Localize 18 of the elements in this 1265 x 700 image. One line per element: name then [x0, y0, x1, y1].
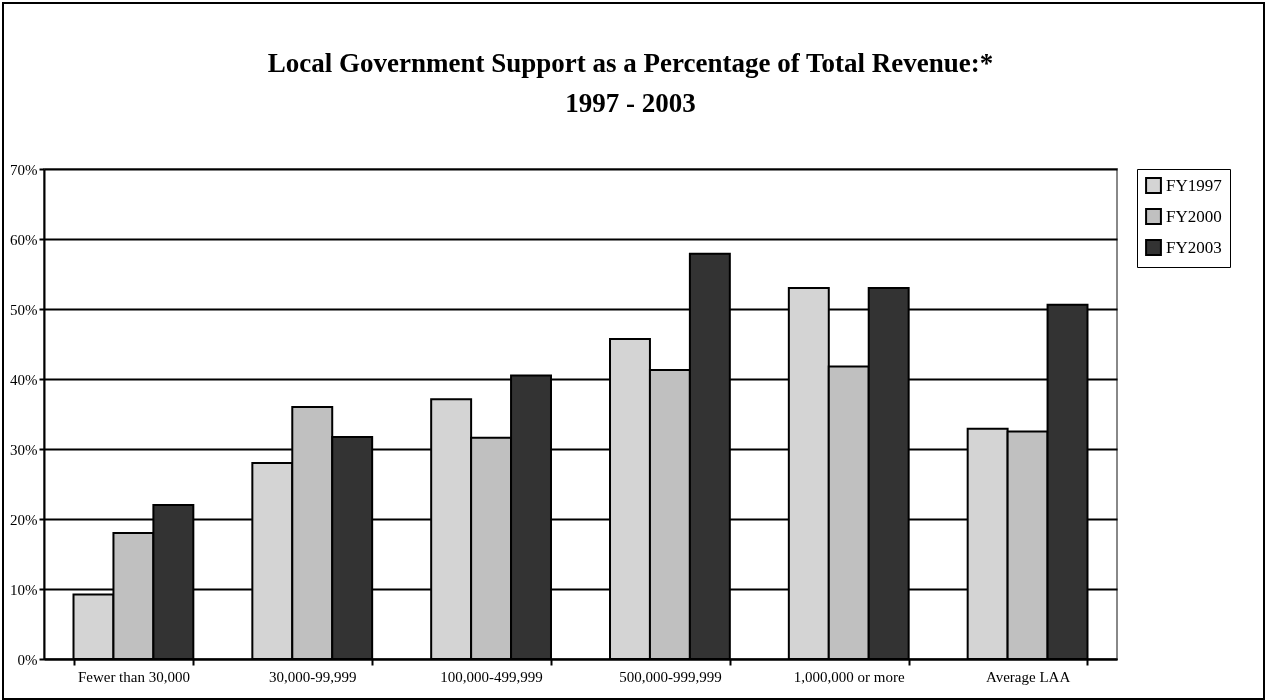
legend-label: FY2000: [1166, 206, 1222, 226]
y-tick-label: 0%: [17, 651, 38, 668]
y-tick-label: 60%: [10, 231, 38, 248]
legend-label: FY1997: [1166, 175, 1223, 195]
y-tick-label: 20%: [10, 511, 38, 528]
y-tick-label: 30%: [10, 441, 38, 458]
y-tick-label: 10%: [10, 581, 38, 598]
x-tick-label: 30,000-99,999: [269, 668, 357, 685]
x-tick-label: 500,000-999,999: [619, 668, 722, 685]
chart-title: Local Government Support as a Percentage of Total Revenue:* 1997 - 2003: [267, 48, 994, 118]
y-tick-label: 40%: [10, 371, 38, 388]
x-tick-label: Average LAA: [985, 668, 1071, 685]
x-tick-label: Fewer than 30,000: [77, 668, 190, 685]
y-tick-label: 50%: [10, 301, 38, 318]
y-tick-label: 70%: [10, 161, 38, 178]
legend-label: FY2003: [1166, 237, 1222, 257]
x-tick-label: 1,000,000 or more: [793, 668, 905, 685]
x-tick-label: 100,000-499,999: [440, 668, 543, 685]
